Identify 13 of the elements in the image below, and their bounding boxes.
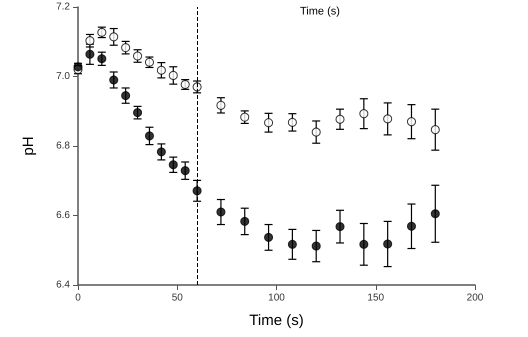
x-tick-label: 50 xyxy=(172,292,184,304)
y-tick-label: 7.2 xyxy=(56,2,70,12)
x-tick-label: 0 xyxy=(75,292,82,304)
x-tick-label: 100 xyxy=(268,292,286,304)
annotation: Time (s) xyxy=(300,6,340,18)
x-tick-label: 200 xyxy=(466,292,484,304)
y-axis-title: pH xyxy=(20,136,37,156)
x-axis-title: Time (s) xyxy=(249,312,304,329)
y-tick-label: 7.0 xyxy=(56,71,70,82)
x-tick-label: 150 xyxy=(367,292,385,304)
y-tick-label: 6.8 xyxy=(56,140,70,152)
y-tick-label: 6.4 xyxy=(56,280,70,290)
y-tick-label: 6.6 xyxy=(56,210,70,221)
